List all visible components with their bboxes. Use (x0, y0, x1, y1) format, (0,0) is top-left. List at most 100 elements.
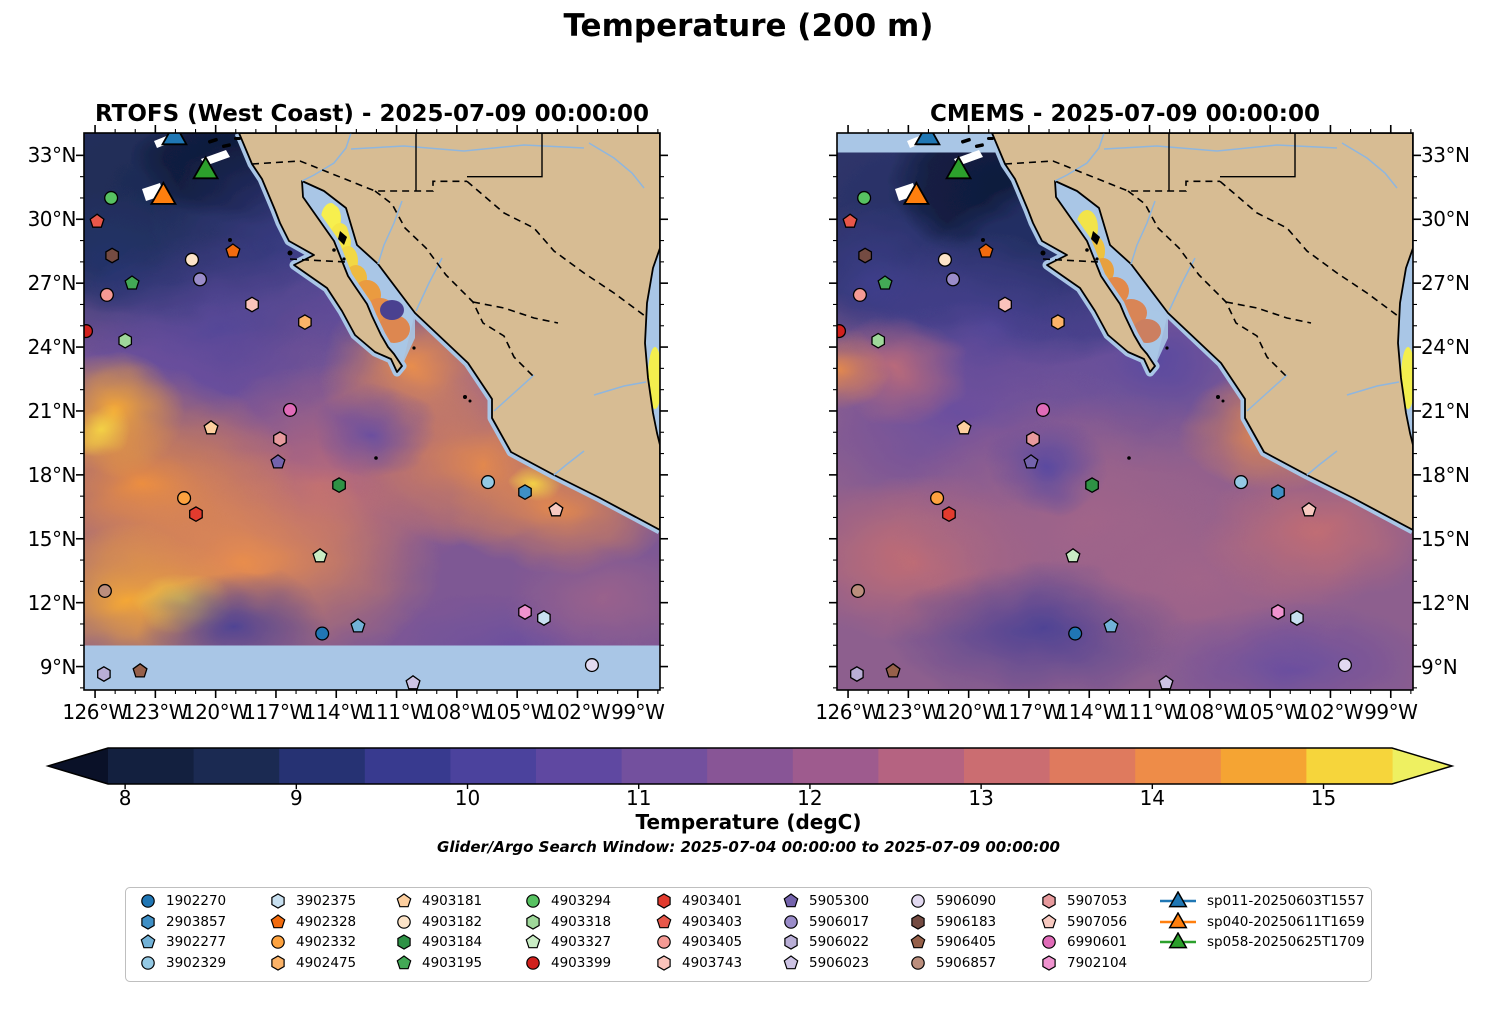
lat-tick-label-left-21°N: 21°N (27, 398, 77, 423)
legend-item-float-5906023: 5906023 (782, 953, 869, 973)
lon-tick-label-cmems-105°W: 105°W (1237, 700, 1303, 724)
legend-item-float-5907053: 5907053 (1040, 891, 1127, 911)
float-marker-4903195 (877, 275, 893, 290)
glider-legend-marker (1160, 911, 1196, 928)
float-legend-marker-4903294 (526, 894, 540, 908)
float-legend-marker-3902329 (141, 955, 155, 970)
float-legend-marker-4902328 (270, 913, 286, 928)
legend-item-float-7902104: 7902104 (1040, 953, 1127, 973)
float-legend-marker-4903399 (526, 955, 540, 970)
float-marker-5905300 (270, 454, 286, 469)
lat-tick-label-right-33°N: 33°N (1421, 143, 1470, 168)
float-marker-5907056 (548, 501, 564, 517)
legend-item-float-2903857: 2903857 (139, 912, 226, 932)
legend-item-float-5906857: 5906857 (909, 953, 996, 973)
legend-item-float-4902475: 4902475 (269, 953, 356, 973)
legend-item-float-4903403: 4903403 (655, 912, 742, 932)
lat-tick-label-right-21°N: 21°N (1421, 398, 1470, 423)
float-marker-5906090 (584, 658, 599, 673)
legend-item-float-5905300: 5905300 (782, 891, 869, 911)
float-legend-marker-3902375 (271, 893, 285, 909)
float-marker-4903743 (245, 296, 259, 313)
float-legend-label: 4903405 (682, 934, 743, 950)
lon-tick-label-cmems-120°W: 120°W (935, 700, 1002, 724)
lon-tick-label-cmems-102°W: 102°W (1297, 700, 1364, 724)
float-legend-marker-5906090 (911, 894, 925, 908)
float-legend-label: 4903294 (551, 893, 612, 909)
float-marker-4903399 (837, 324, 847, 339)
float-marker-4902332 (930, 491, 945, 506)
float-marker-6990601 (1035, 402, 1051, 417)
float-marker-3902375 (1290, 610, 1304, 626)
legend-item-float-5906017: 5906017 (782, 912, 869, 932)
lat-tick-label-left-18°N: 18°N (27, 462, 77, 487)
float-legend-label: 4903401 (682, 893, 743, 909)
legend-item-glider-sp040-20250611T1659: sp040-20250611T1659 (1158, 911, 1365, 932)
legend-item-float-4903182: 4903182 (395, 912, 482, 932)
legend-item-float-5907056: 5907056 (1040, 912, 1127, 932)
legend-item-glider-sp011-20250603T1557: sp011-20250603T1557 (1158, 891, 1365, 911)
float-marker-4903181 (956, 419, 972, 435)
panel-title-rtofs: RTOFS (West Coast) - 2025-07-09 00:00:00 (94, 101, 650, 127)
lon-tick-label-rtofs-111°W: 111°W (363, 700, 430, 724)
float-legend-label: 5906022 (809, 934, 870, 950)
float-legend-marker-4903401 (657, 893, 671, 909)
float-marker-4903399 (84, 324, 94, 339)
float-legend-label: 4903743 (682, 954, 743, 971)
float-legend-label: 6990601 (1067, 934, 1128, 950)
lon-tick-label-rtofs-99°W: 99°W (611, 700, 665, 724)
map-ticks (76, 125, 668, 698)
colorbar (40, 744, 1460, 790)
float-legend-label: 5906857 (936, 954, 997, 971)
legend-item-float-4903401: 4903401 (655, 891, 742, 911)
lon-tick-label-rtofs-120°W: 120°W (182, 700, 249, 724)
float-legend-label: 5905300 (809, 893, 870, 909)
float-marker-2903857 (518, 484, 532, 501)
lat-tick-label-left-24°N: 24°N (27, 335, 77, 360)
legend-item-float-4903327: 4903327 (524, 932, 611, 952)
legend-item-float-5906022: 5906022 (782, 932, 869, 952)
float-legend-marker-5907056 (1041, 913, 1057, 928)
lon-tick-label-rtofs-108°W: 108°W (424, 700, 490, 724)
cmems-markers (837, 133, 1352, 690)
float-marker-4903327 (312, 547, 328, 563)
float-legend-marker-4903405 (657, 935, 671, 949)
float-marker-5907053 (273, 431, 287, 448)
colorbar-tick-label-15: 15 (1310, 786, 1337, 810)
float-marker-1902270 (1068, 626, 1083, 641)
legend-item-float-3902329: 3902329 (139, 953, 226, 973)
lat-tick-label-right-15°N: 15°N (1421, 526, 1470, 551)
float-legend-marker-5907053 (1042, 893, 1056, 909)
float-marker-5906857 (850, 583, 865, 599)
float-legend-label: 3902277 (166, 934, 227, 950)
panel-title-cmems: CMEMS - 2025-07-09 00:00:00 (929, 101, 1321, 127)
float-marker-6990601 (282, 402, 298, 417)
float-marker-5907053 (1026, 431, 1040, 448)
float-marker-4903318 (871, 332, 886, 349)
lon-tick-label-rtofs-126°W: 126°W (62, 700, 128, 724)
lon-tick-label-rtofs-123°W: 123°W (122, 700, 189, 724)
colorbar-tick-label-11: 11 (625, 786, 652, 810)
float-marker-5906022 (850, 666, 864, 682)
float-legend-label: 4903184 (422, 934, 483, 950)
float-marker-4902332 (177, 491, 192, 506)
float-legend-marker-4903743 (657, 954, 671, 971)
lon-tick-label-cmems-114°W: 114°W (1056, 700, 1123, 724)
legend-item-float-4903743: 4903743 (655, 953, 742, 973)
float-legend-marker-1902270 (141, 894, 155, 908)
lon-tick-label-cmems-117°W: 117°W (996, 700, 1062, 724)
legend-item-glider-sp058-20250625T1709: sp058-20250625T1709 (1158, 932, 1365, 952)
float-marker-5906090 (1337, 658, 1352, 673)
float-legend-marker-5905300 (783, 893, 799, 908)
lat-tick-label-left-9°N: 9°N (39, 654, 77, 679)
legend-item-float-4903184: 4903184 (395, 932, 482, 952)
lat-tick-label-left-33°N: 33°N (27, 143, 77, 168)
legend-item-float-4903405: 4903405 (655, 932, 742, 952)
legend-item-float-6990601: 6990601 (1040, 932, 1127, 952)
float-legend-label: 4903195 (422, 954, 483, 971)
float-marker-4903184 (1085, 477, 1099, 494)
float-legend-marker-5906405 (910, 934, 926, 949)
float-marker-4903182 (937, 252, 952, 267)
legend-item-float-4903399: 4903399 (524, 953, 611, 973)
